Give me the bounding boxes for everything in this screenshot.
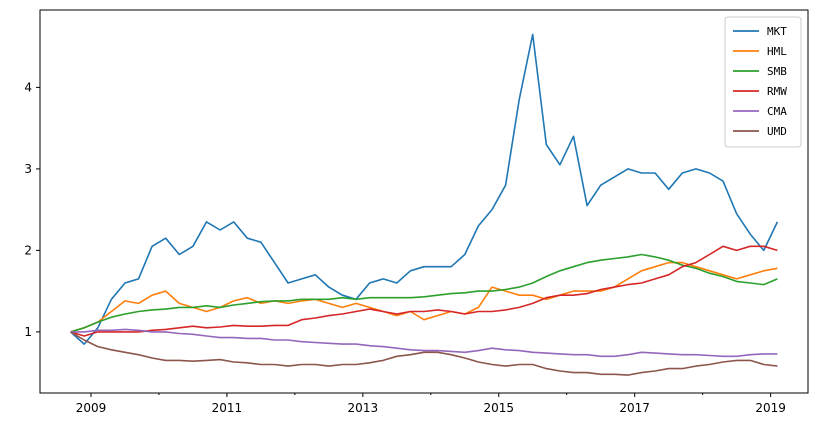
series-line-umd: [70, 331, 778, 376]
x-tick-label: 2017: [619, 401, 650, 415]
series-layer: [70, 33, 779, 376]
series-line-mkt: [70, 33, 779, 345]
y-tick-label: 3: [24, 162, 32, 176]
legend-label-rmw: RMW: [767, 85, 787, 98]
plot-frame: [39, 9, 809, 394]
x-tick-label: 2011: [212, 401, 243, 415]
y-tick-label: 1: [24, 325, 32, 339]
y-tick-label: 4: [24, 80, 32, 94]
legend-box: [724, 16, 802, 148]
x-tick-label: 2015: [483, 401, 514, 415]
legend-label-cma: CMA: [767, 105, 787, 118]
series-line-smb: [70, 253, 778, 333]
series-line-rmw: [70, 245, 778, 337]
x-tick-label: 2013: [348, 401, 379, 415]
plot-area: [40, 10, 808, 393]
legend-label-mkt: MKT: [767, 25, 787, 38]
legend-label-smb: SMB: [767, 65, 787, 78]
legend-label-hml: HML: [767, 45, 787, 58]
series-line-hml: [70, 261, 778, 333]
legend: MKT HML SMB RMW CMA UMD: [724, 16, 802, 148]
x-tick-label: 2009: [76, 401, 107, 415]
legend-label-umd: UMD: [767, 125, 787, 138]
axes-layer: 2009 2011 2013 2015 2017 2019 1 2 3 4: [24, 80, 786, 415]
series-line-cma: [70, 328, 778, 358]
x-tick-label: 2019: [755, 401, 786, 415]
y-tick-label: 2: [24, 243, 32, 257]
